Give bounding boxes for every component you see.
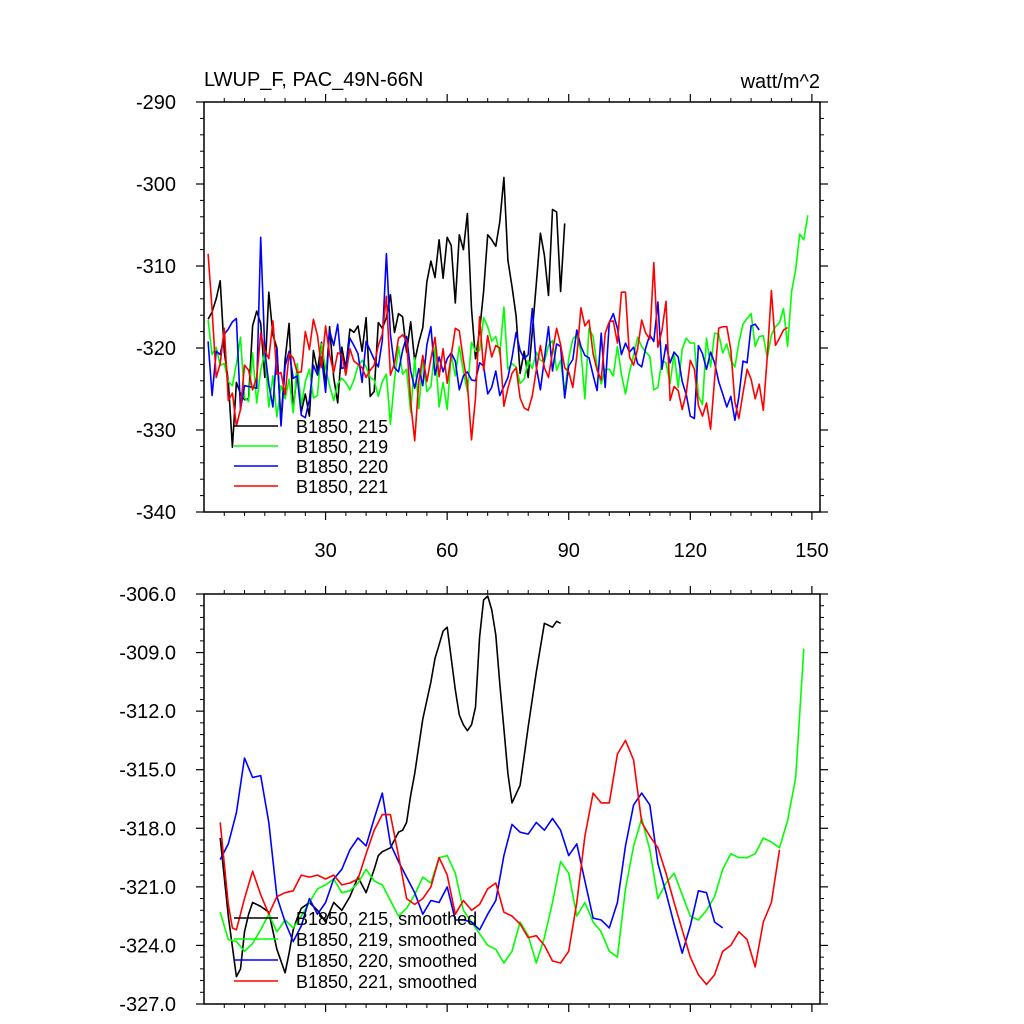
top-chart-title: LWUP_F, PAC_49N-66N	[204, 69, 423, 91]
bottom-chart-series	[219, 595, 805, 986]
top-ytick-label: -290	[136, 92, 176, 114]
top-xtick-label: 30	[314, 540, 336, 562]
bottom-series-line-2	[219, 648, 805, 964]
bottom-ytick-label: -309.0	[119, 643, 176, 665]
top-ytick-label: -320	[136, 338, 176, 360]
bottom-legend-label-4: B1850, 221, smoothed	[296, 972, 477, 992]
top-ytick-label: -310	[136, 256, 176, 278]
bottom-ytick-label: -327.0	[119, 994, 176, 1016]
bottom-ytick-label: -324.0	[119, 935, 176, 957]
bottom-legend-label-2: B1850, 219, smoothed	[296, 930, 477, 950]
top-series-line-1	[207, 176, 566, 449]
top-legend-label-1: B1850, 215	[296, 417, 388, 437]
top-legend-label-2: B1850, 219	[296, 437, 388, 457]
bottom-legend-label-3: B1850, 220, smoothed	[296, 951, 477, 971]
bottom-chart-frame	[203, 593, 821, 1005]
bottom-series-line-1	[219, 595, 561, 978]
bottom-ytick-label: -315.0	[119, 760, 176, 782]
bottom-ytick-label: -306.0	[119, 584, 176, 606]
bottom-series-line-4	[219, 739, 781, 986]
top-xtick-label: 60	[436, 540, 458, 562]
top-xtick-label: 120	[674, 540, 707, 562]
bottom-ytick-label: -321.0	[119, 877, 176, 899]
bottom-legend-label-1: B1850, 215, smoothed	[296, 909, 477, 929]
bottom-chart-panel: -327.0 -324.0 -321.0 -318.0 -315.0 -312.0 -309…	[119, 584, 828, 1016]
top-chart-series	[207, 176, 809, 449]
top-xtick-label: 150	[795, 540, 828, 562]
top-series-line-4	[207, 253, 789, 442]
top-ytick-label: -330	[136, 420, 176, 442]
top-chart-panel: LWUP_F, PAC_49N-66N watt/m^2 -340 -330 -32…	[136, 69, 829, 562]
bottom-ytick-label: -318.0	[119, 818, 176, 840]
bottom-ytick-label: -312.0	[119, 701, 176, 723]
top-chart-frame	[203, 101, 821, 513]
top-chart-units: watt/m^2	[740, 71, 820, 93]
top-xtick-label: 90	[558, 540, 580, 562]
top-ytick-label: -300	[136, 174, 176, 196]
top-legend-label-4: B1850, 221	[296, 477, 388, 497]
top-ytick-label: -340	[136, 502, 176, 524]
top-legend-label-3: B1850, 220	[296, 457, 388, 477]
top-series-line-2	[207, 215, 809, 426]
